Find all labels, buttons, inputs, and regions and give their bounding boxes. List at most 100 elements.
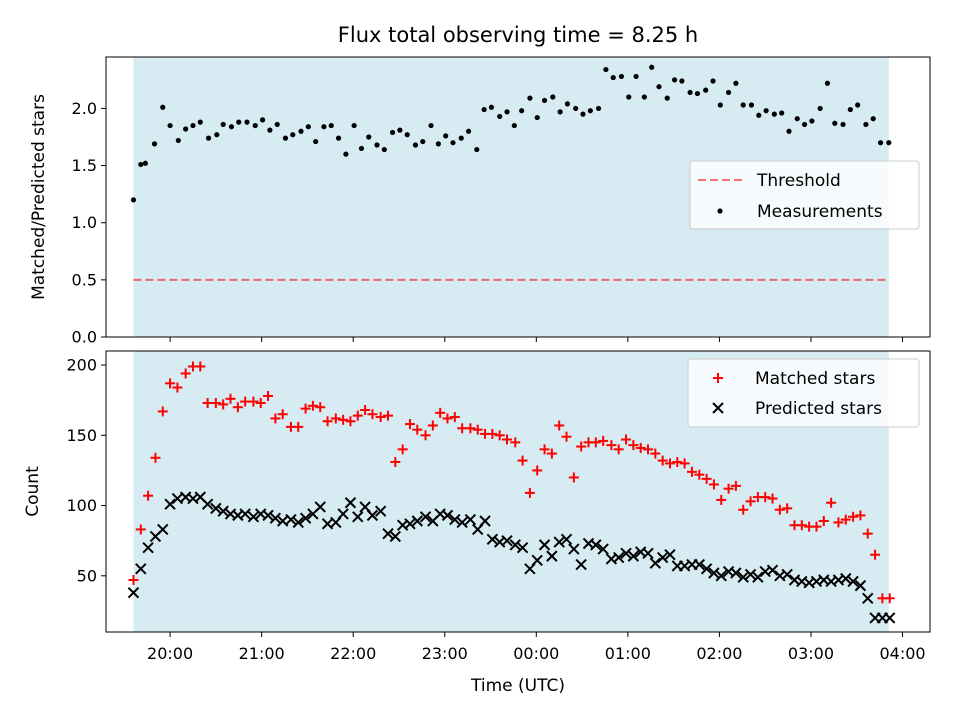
matched-star-point <box>862 528 873 539</box>
measurement-point <box>641 94 647 100</box>
matched-star-point <box>293 421 304 432</box>
matched-star-point <box>150 452 161 463</box>
matched-star-point <box>487 428 498 439</box>
y-ticks-top: 0.0 0.5 1.0 1.5 2.0 <box>72 99 106 347</box>
predicted-star-point <box>210 502 222 515</box>
matched-star-point <box>232 402 243 413</box>
legend-frame <box>689 160 920 230</box>
measurement-point <box>488 104 495 110</box>
measurement-point <box>420 138 426 145</box>
matched-star-point <box>225 393 236 404</box>
predicted-star-point <box>627 550 640 562</box>
matched-star-point <box>307 400 318 411</box>
matched-star-point <box>210 397 221 408</box>
predicted-star-point <box>744 568 757 581</box>
measurement-point <box>649 64 655 70</box>
matched-star-point <box>263 390 274 401</box>
measurement-point <box>167 122 173 129</box>
y-tick-label: 1.5 <box>72 156 97 175</box>
predicted-star-point <box>262 509 274 522</box>
chart-title: Flux total observing time = 8.25 h <box>338 23 698 47</box>
predicted-star-point <box>546 550 558 562</box>
matched-star-point <box>143 490 154 501</box>
y-tick-label: 0.5 <box>72 270 97 289</box>
measurement-point <box>703 87 709 93</box>
predicted-star-point <box>509 539 521 551</box>
measurement-point <box>748 102 755 108</box>
matched-star-point <box>708 479 719 490</box>
measurement-point <box>481 106 487 113</box>
predicted-star-point <box>366 509 379 522</box>
predicted-star-point <box>449 513 461 526</box>
matched-star-point <box>782 503 793 514</box>
predicted-star-point <box>560 533 573 545</box>
y-ticks-bottom: 50 100 150 200 <box>66 356 106 585</box>
matched-star-point <box>442 413 453 424</box>
matched-star-point <box>345 416 356 427</box>
legend-top: Threshold Measurements <box>689 160 920 230</box>
matched-star-point <box>420 430 431 441</box>
matched-star-point <box>435 407 446 418</box>
measurement-point <box>740 102 746 108</box>
measurement-point <box>428 122 434 129</box>
legend-matched-label: Matched stars <box>755 369 875 389</box>
matched-star-point <box>826 497 837 508</box>
x-tick-label: 00:00 <box>513 644 559 663</box>
matched-star-point <box>367 409 378 420</box>
predicted-star-point <box>404 518 416 530</box>
x-ticks-bottom: 20:00 21:00 22:00 23:00 00:00 01:00 02:00 03:00… <box>147 632 926 663</box>
measurement-point <box>733 80 739 86</box>
predicted-star-point <box>389 530 402 543</box>
measurement-point <box>130 197 137 203</box>
matched-star-point <box>135 524 146 535</box>
predicted-star-point <box>269 512 282 524</box>
measurement-point <box>443 133 449 139</box>
matched-star-point <box>716 494 727 505</box>
matched-star-point <box>664 458 675 469</box>
ratio-panel: 0.00.51.01.52.0 Matched/Predicted stars … <box>29 56 931 347</box>
measurement-point <box>465 128 472 134</box>
predicted-star-point <box>299 512 312 524</box>
matched-star-point <box>833 517 844 528</box>
predicted-star-point <box>201 498 214 510</box>
predicted-star-point <box>441 509 454 522</box>
predicted-star-point <box>419 511 432 523</box>
matched-star-point <box>679 458 690 469</box>
measurement-points <box>130 64 892 203</box>
measurement-point <box>190 122 196 129</box>
legend-frame <box>687 358 920 428</box>
legend-measurement-swatch <box>717 208 723 214</box>
matched-star-point <box>848 511 859 522</box>
measurement-point <box>228 124 235 130</box>
measurement-point <box>214 132 220 138</box>
measurement-point <box>351 122 357 129</box>
predicted-star-point <box>352 511 364 523</box>
measurement-point <box>886 140 892 146</box>
matched-star-point <box>590 437 601 448</box>
measurement-point <box>679 78 685 84</box>
matched-star-point <box>546 448 557 459</box>
measurement-point <box>877 140 884 146</box>
matched-star-point <box>524 487 535 498</box>
matched-star-point <box>218 399 229 410</box>
predicted-star-point <box>642 547 654 560</box>
matched-star-point <box>315 402 326 413</box>
y-tick-label: 0.0 <box>72 328 97 347</box>
x-tick-label: 04:00 <box>879 644 925 663</box>
matched-star-point <box>774 504 785 515</box>
predicted-star-point <box>157 523 169 536</box>
matched-star-point <box>870 549 881 560</box>
measurement-point <box>550 94 556 100</box>
measurement-point <box>374 142 380 148</box>
predicted-star-point <box>239 508 251 520</box>
matched-star-point <box>650 448 661 459</box>
matched-star-point <box>745 496 756 507</box>
predicted-star-point <box>344 497 357 509</box>
predicted-star-point <box>568 543 580 555</box>
predicted-star-point <box>285 513 297 526</box>
legend-bottom: Matched stars Predicted stars <box>687 358 920 428</box>
matched-star-point <box>255 397 266 408</box>
matched-star-point <box>723 483 734 494</box>
matched-star-point <box>730 480 741 491</box>
predicted-star-point <box>486 533 499 545</box>
